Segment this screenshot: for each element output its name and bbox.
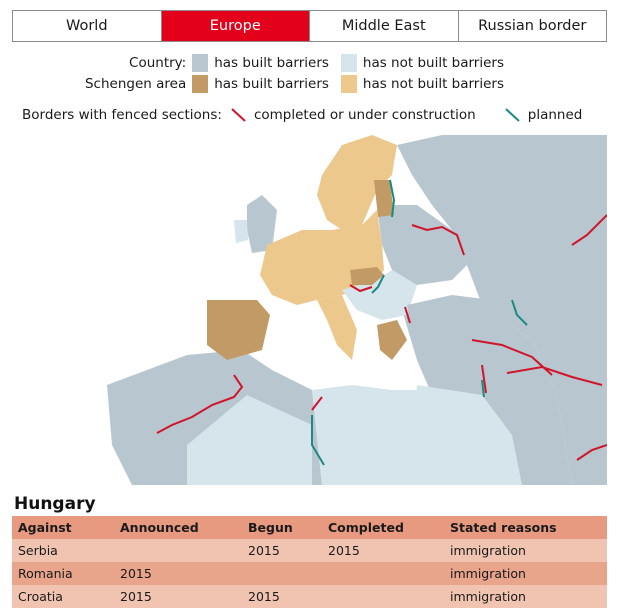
map-svg xyxy=(12,135,607,485)
iberia-region xyxy=(207,300,270,360)
tab-russian-border[interactable]: Russian border xyxy=(458,11,606,41)
norway-sweden-region xyxy=(317,135,397,230)
arabia-region xyxy=(412,385,522,485)
border-jordan-planned xyxy=(481,379,485,398)
cell-begun: 2015 xyxy=(242,585,322,608)
europe-map xyxy=(12,135,607,485)
table-title: Hungary xyxy=(14,494,96,514)
cell-against: Romania xyxy=(12,562,114,585)
hungary-table: Against Announced Begun Completed Stated… xyxy=(12,516,607,608)
cell-reason: immigration xyxy=(444,539,607,562)
baltic-region xyxy=(374,180,394,217)
legend-country-label: Country: xyxy=(129,55,187,71)
cell-announced xyxy=(114,539,242,562)
border-baltic-planned xyxy=(389,179,396,218)
header-begun: Begun xyxy=(242,516,322,539)
italy-region xyxy=(317,295,357,360)
border-east-russia xyxy=(571,214,607,246)
legend-borders-row: Borders with fenced sections: completed … xyxy=(22,106,582,124)
cell-reason: immigration xyxy=(444,562,607,585)
legend-schengen-not-built: has not built barriers xyxy=(362,76,505,92)
table-header-row: Against Announced Begun Completed Stated… xyxy=(12,516,607,539)
morocco-region xyxy=(132,350,247,445)
swatch-country-not-built xyxy=(340,54,357,72)
border-egypt-libya-planned xyxy=(311,415,325,466)
cell-against: Serbia xyxy=(12,539,114,562)
eastern-europe-region xyxy=(377,205,467,285)
border-greece-turkey xyxy=(404,306,411,324)
completed-border-icon xyxy=(231,108,246,122)
legend-planned: planned xyxy=(527,107,583,123)
cell-completed xyxy=(322,562,444,585)
legend-borders-label: Borders with fenced sections: xyxy=(22,107,222,123)
cell-announced: 2015 xyxy=(114,585,242,608)
border-hungary-serbia xyxy=(349,284,373,293)
hungary-region xyxy=(350,267,384,285)
header-against: Against xyxy=(12,516,114,539)
legend-schengen-built: has built barriers xyxy=(214,76,329,92)
cell-begun xyxy=(242,562,322,585)
legend-country-built: has built barriers xyxy=(214,55,329,71)
balkans-region xyxy=(342,270,417,320)
cell-against: Croatia xyxy=(12,585,114,608)
cell-completed xyxy=(322,585,444,608)
border-iran-east xyxy=(576,444,607,461)
tab-europe[interactable]: Europe xyxy=(161,11,310,41)
border-israel xyxy=(481,364,487,394)
greece-region xyxy=(377,320,407,360)
swatch-schengen-not-built xyxy=(340,75,357,93)
cell-completed: 2015 xyxy=(322,539,444,562)
region-tabs: World Europe Middle East Russian border xyxy=(12,10,607,42)
turkey-region xyxy=(407,295,512,340)
header-announced: Announced xyxy=(114,516,242,539)
border-spain-morocco xyxy=(156,374,244,434)
north-africa-east xyxy=(312,385,442,485)
legend-schengen-label: Schengen area xyxy=(84,76,187,92)
table-row: Serbia 2015 2015 immigration xyxy=(12,539,607,562)
header-stated-reasons: Stated reasons xyxy=(444,516,607,539)
border-hungary-romania xyxy=(371,274,385,294)
planned-border-icon xyxy=(505,108,520,122)
tab-world[interactable]: World xyxy=(13,11,162,41)
legend-country-not-built: has not built barriers xyxy=(362,55,505,71)
legend-country-row: Country: has built barriers has not buil… xyxy=(0,54,510,72)
ireland-region xyxy=(234,220,248,243)
border-saudi-iraq xyxy=(506,365,603,386)
middle-east-region xyxy=(402,305,572,485)
cell-begun: 2015 xyxy=(242,539,322,562)
tab-middle-east[interactable]: Middle East xyxy=(310,11,459,41)
table-row: Romania 2015 immigration xyxy=(12,562,607,585)
swatch-schengen-built xyxy=(192,75,209,93)
cell-reason: immigration xyxy=(444,585,607,608)
uk-region xyxy=(247,195,277,253)
swatch-country-built xyxy=(192,54,209,72)
header-completed: Completed xyxy=(322,516,444,539)
sahara-region xyxy=(187,395,312,485)
border-baltic-russia xyxy=(411,224,465,256)
legend-completed: completed or under construction xyxy=(253,107,476,123)
legend-schengen-row: Schengen area has built barriers has not… xyxy=(0,75,510,93)
table-row: Croatia 2015 2015 immigration xyxy=(12,585,607,608)
border-turkey-planned xyxy=(511,299,528,326)
cell-announced: 2015 xyxy=(114,562,242,585)
border-egypt-libya xyxy=(311,396,323,411)
